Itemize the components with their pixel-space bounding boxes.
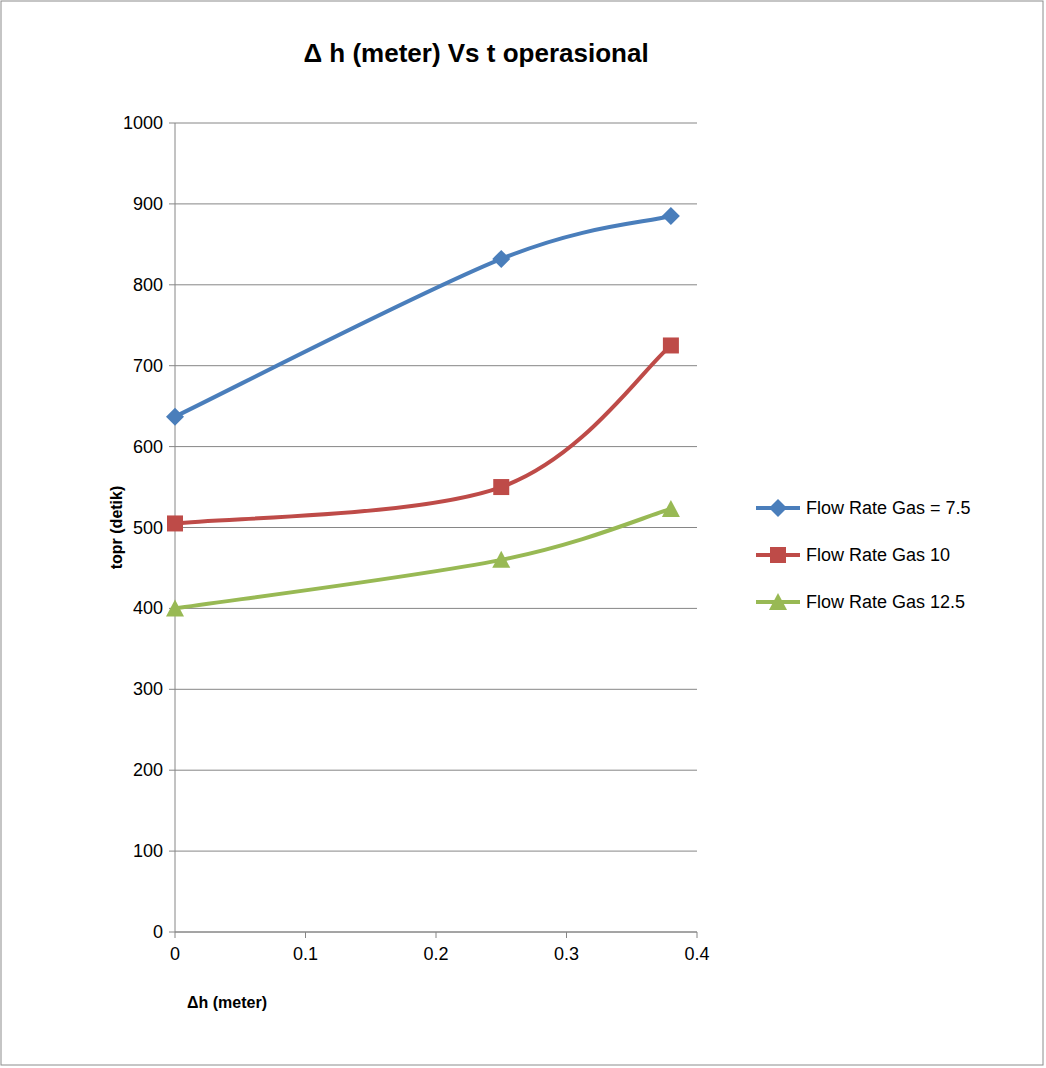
y-tick-label: 0 [153, 922, 163, 942]
y-tick-label: 800 [133, 275, 163, 295]
y-tick [169, 851, 175, 852]
y-tick [169, 446, 175, 447]
series-lines [175, 216, 671, 608]
y-tick-label: 500 [133, 518, 163, 538]
legend-label: Flow Rate Gas 12.5 [806, 592, 965, 612]
x-tick-label: 0 [170, 944, 180, 964]
y-axis-title: topr (detik) [108, 486, 125, 570]
y-tick-label: 700 [133, 356, 163, 376]
legend-label: Flow Rate Gas 10 [806, 545, 950, 565]
y-tick-label: 300 [133, 679, 163, 699]
data-point [166, 599, 184, 616]
x-tick-label: 0.1 [293, 944, 318, 964]
grid-line [175, 689, 697, 690]
series-line [175, 216, 671, 417]
x-tick [175, 932, 176, 938]
grid-line [175, 608, 697, 609]
x-tick [305, 932, 306, 938]
legend-marker [769, 593, 787, 610]
y-tick [169, 689, 175, 690]
x-tick [697, 932, 698, 938]
chart-title: Δ h (meter) Vs t operasional [303, 38, 648, 68]
grid-line [175, 446, 697, 447]
y-tick [169, 284, 175, 285]
data-point [663, 337, 679, 353]
grid-line [175, 365, 697, 366]
legend-marker [770, 547, 786, 563]
data-point [167, 515, 183, 531]
data-point [662, 500, 680, 517]
x-tick [436, 932, 437, 938]
y-tick-label: 400 [133, 598, 163, 618]
legend: Flow Rate Gas = 7.5 Flow Rate Gas 10 Flow … [756, 498, 971, 612]
y-tick-label: 600 [133, 437, 163, 457]
y-tick [169, 365, 175, 366]
x-tick-label: 0.3 [554, 944, 579, 964]
grid-line [175, 203, 697, 204]
chart: Δ h (meter) Vs t operasional 0 100 200 300 40… [0, 0, 1046, 1068]
y-tick [169, 770, 175, 771]
x-tick-label: 0.2 [423, 944, 448, 964]
x-axis-title: Δh (meter) [187, 994, 267, 1011]
series-markers [166, 207, 680, 616]
y-tick [169, 932, 175, 933]
data-point [662, 207, 680, 225]
y-tick-label: 100 [133, 841, 163, 861]
grid-line [175, 851, 697, 852]
x-axis [175, 932, 697, 933]
data-point [166, 408, 184, 426]
legend-label: Flow Rate Gas = 7.5 [806, 498, 971, 518]
grid-line [175, 123, 697, 124]
data-point [493, 479, 509, 495]
y-tick-label: 900 [133, 194, 163, 214]
data-point [492, 250, 510, 268]
grid-line [175, 932, 697, 933]
series-line [175, 345, 671, 523]
grid-line [175, 284, 697, 285]
x-tick-label: 0.4 [684, 944, 709, 964]
grid-line [175, 770, 697, 771]
y-tick-label: 200 [133, 760, 163, 780]
chart-frame [1, 1, 1043, 1065]
x-tick [566, 932, 567, 938]
y-tick [169, 203, 175, 204]
y-tick [169, 123, 175, 124]
series-line [175, 509, 671, 609]
y-tick-label: 1000 [123, 113, 163, 133]
data-point [492, 551, 510, 568]
legend-marker [769, 499, 787, 517]
